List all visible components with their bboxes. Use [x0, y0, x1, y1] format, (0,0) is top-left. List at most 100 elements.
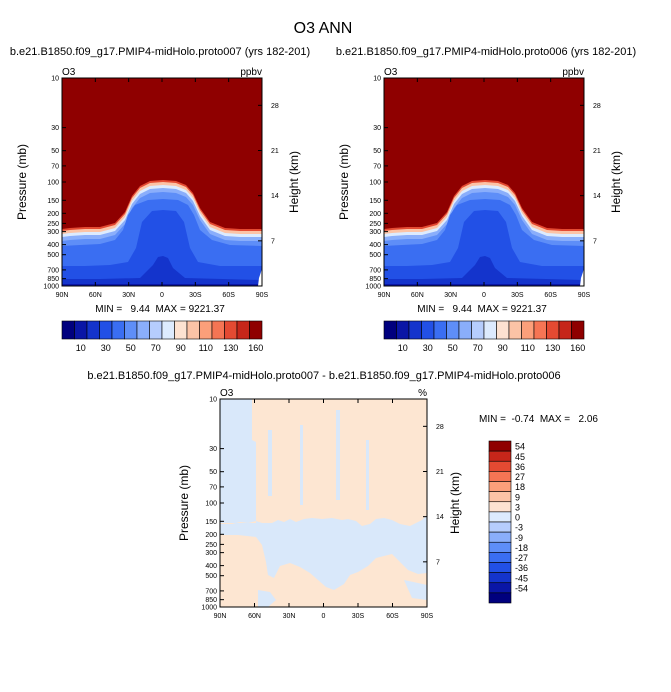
colorbar-label: 90	[176, 343, 186, 353]
x-tick-label: 60N	[89, 292, 102, 299]
x-tick-label: 90S	[578, 292, 591, 299]
diff-region-positive-lower	[220, 535, 427, 607]
y-tick-label: 250	[369, 221, 381, 228]
y-tick-label: 400	[205, 563, 217, 570]
panel-left-plot-area	[62, 78, 262, 286]
left-band-2	[62, 210, 262, 286]
y-tick-label: 200	[205, 532, 217, 539]
colorbar-box	[383, 320, 397, 340]
panel-right-axes: 90N 60N 30N 0 30S 60S 90S 10 30 50 70 100 150 200 2503…	[365, 76, 600, 300]
y-tick-label: 300	[205, 550, 217, 557]
x-tick-label: 60N	[411, 292, 424, 299]
colorbar-label: -18	[515, 543, 528, 553]
height-tick-label: 7	[593, 238, 597, 245]
colorbar-label: 0	[515, 513, 520, 523]
y-tick-label: 150	[47, 198, 59, 205]
y-tick-label: 400	[369, 242, 381, 249]
diff-island-2	[404, 580, 427, 600]
y-tick-label: 300	[47, 229, 59, 236]
colorbar-box	[74, 320, 88, 340]
colorbar-label: 50	[448, 343, 458, 353]
panel-left-corner-units: ppbv	[240, 67, 262, 78]
y-tick-label: 700	[369, 267, 381, 274]
y-tick-label: 1000	[365, 284, 381, 291]
colorbar-label: -36	[515, 563, 528, 573]
panel-right-corner-units: ppbv	[562, 67, 584, 78]
colorbar-label: 27	[515, 472, 525, 482]
colorbar-label: 160	[570, 343, 585, 353]
colorbar-box	[488, 572, 512, 584]
colorbar-box	[488, 531, 512, 543]
right-terrain	[580, 268, 584, 286]
x-tick-label: 30N	[283, 613, 296, 620]
colorbar-box	[211, 320, 225, 340]
x-tick-label: 90N	[378, 292, 391, 299]
colorbar-box	[488, 460, 512, 472]
colorbar-box	[396, 320, 410, 340]
colorbar-box	[488, 562, 512, 573]
y-tick-label: 850	[369, 276, 381, 283]
colorbar-box	[488, 491, 512, 503]
panel-diff-stats: MIN = -0.74 MAX = 2.06	[479, 414, 598, 425]
colorbar-box	[488, 450, 512, 462]
colorbar-box	[488, 541, 512, 553]
colorbar-label: 130	[545, 343, 560, 353]
y-tick-label: 700	[47, 267, 59, 274]
height-tick-label: 21	[271, 148, 279, 155]
x-tick-label: 90N	[214, 613, 227, 620]
colorbar-box	[533, 320, 547, 340]
panel-diff-plot-area	[220, 399, 427, 607]
y-tick-label: 250	[205, 542, 217, 549]
panel-left-colorbar: 10 30 50 70 90 110 130 160	[61, 320, 263, 353]
colorbar-box	[408, 320, 422, 340]
y-tick-label: 30	[209, 446, 217, 453]
y-tick-label: 500	[47, 252, 59, 259]
right-band-2	[384, 210, 584, 286]
y-tick-label: 70	[51, 163, 59, 170]
colorbar-label: 9	[515, 492, 520, 502]
colorbar-label: 54	[515, 442, 525, 452]
colorbar-label: -54	[515, 583, 528, 593]
y-tick-label: 70	[373, 163, 381, 170]
colorbar-box	[488, 501, 512, 513]
colorbar-box	[161, 320, 175, 340]
x-tick-label: 30N	[444, 292, 457, 299]
x-tick-label: 30S	[511, 292, 524, 299]
colorbar-box	[186, 320, 200, 340]
colorbar-label: 160	[248, 343, 263, 353]
panel-left-stats: MIN = 9.44 MAX = 9221.37	[95, 304, 225, 315]
y-tick-label: 1000	[43, 284, 59, 291]
x-tick-label: 30S	[352, 613, 365, 620]
colorbar-box	[99, 320, 113, 340]
panel-right-stats: MIN = 9.44 MAX = 9221.37	[417, 304, 547, 315]
height-tick-label: 7	[271, 238, 275, 245]
y-tick-label: 400	[47, 242, 59, 249]
y-tick-label: 1000	[201, 605, 217, 612]
panel-right-plot-area	[384, 78, 584, 286]
diff-streak-2	[300, 425, 303, 505]
y-tick-label: 700	[205, 588, 217, 595]
colorbar-box	[458, 320, 472, 340]
colorbar-label: -45	[515, 573, 528, 583]
diff-streak-3	[336, 410, 340, 500]
colorbar-box	[174, 320, 188, 340]
y-tick-label: 10	[51, 76, 59, 83]
colorbar-box	[488, 592, 512, 604]
colorbar-box	[124, 320, 138, 340]
left-terrain	[258, 268, 262, 286]
panel-right-title: b.e21.B1850.f09_g17.PMIP4-midHolo.proto0…	[336, 46, 636, 58]
colorbar-box	[508, 320, 522, 340]
panel-left-ylabel: Pressure (mb)	[15, 144, 29, 220]
y-tick-label: 500	[205, 573, 217, 580]
x-tick-label: 0	[322, 613, 326, 620]
y-tick-label: 250	[47, 221, 59, 228]
colorbar-box	[488, 521, 512, 533]
height-tick-label: 21	[593, 148, 601, 155]
diff-streak-4	[366, 440, 369, 510]
colorbar-box	[488, 511, 512, 523]
panel-left-title: b.e21.B1850.f09_g17.PMIP4-midHolo.proto0…	[10, 46, 310, 58]
x-tick-label: 60S	[222, 292, 235, 299]
colorbar-label: 130	[223, 343, 238, 353]
